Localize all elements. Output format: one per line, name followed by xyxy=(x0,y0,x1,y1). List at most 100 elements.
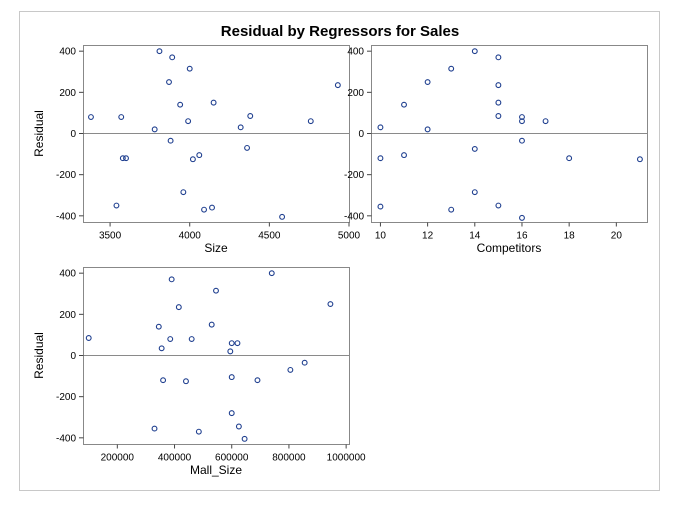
data-point xyxy=(123,155,129,162)
data-point xyxy=(471,48,478,55)
data-point xyxy=(327,301,334,307)
data-point xyxy=(195,428,202,435)
y-tick-label: 200 xyxy=(59,310,76,321)
x-tick-label: 800000 xyxy=(272,453,306,464)
data-point xyxy=(168,276,175,283)
x-tick-label: 10 xyxy=(375,231,387,242)
x-axis-label: Mall_Size xyxy=(190,463,242,477)
data-point xyxy=(186,65,193,72)
y-tick-label: -200 xyxy=(56,170,76,181)
chart-title: Residual by Regressors for Sales xyxy=(221,23,459,40)
data-point xyxy=(519,214,525,221)
data-point xyxy=(495,82,502,89)
y-tick-label: 0 xyxy=(70,129,76,140)
data-point xyxy=(268,270,275,277)
x-tick-label: 4000 xyxy=(179,231,202,242)
data-point xyxy=(169,54,176,61)
data-point xyxy=(175,304,182,311)
x-axis-label: Size xyxy=(204,241,228,255)
x-tick-label: 18 xyxy=(564,231,576,242)
x-tick-label: 12 xyxy=(422,231,434,242)
data-point xyxy=(448,206,455,213)
data-point xyxy=(254,377,261,384)
data-point xyxy=(241,435,248,442)
data-point xyxy=(119,155,126,162)
data-point xyxy=(401,101,407,108)
data-point xyxy=(180,189,187,196)
data-point xyxy=(85,335,92,341)
x-tick-label: 1000000 xyxy=(327,453,366,464)
data-point xyxy=(471,145,478,152)
data-point xyxy=(495,202,502,209)
data-point xyxy=(495,113,502,119)
data-point xyxy=(167,336,174,342)
y-axis-label: Residual xyxy=(32,332,46,379)
data-point xyxy=(196,152,203,159)
data-point xyxy=(151,425,158,432)
data-point xyxy=(279,213,286,220)
data-point xyxy=(158,345,165,352)
data-point xyxy=(209,204,215,211)
x-tick-label: 20 xyxy=(611,231,623,242)
data-point xyxy=(287,366,294,373)
data-point xyxy=(377,155,384,162)
figure-frame xyxy=(19,11,660,491)
data-point xyxy=(113,202,120,209)
data-point xyxy=(566,155,573,162)
data-point xyxy=(244,144,251,151)
data-point xyxy=(448,65,455,72)
data-point xyxy=(228,410,235,417)
data-point xyxy=(189,156,196,163)
x-tick-label: 400000 xyxy=(158,453,192,464)
data-point xyxy=(151,126,158,133)
data-point xyxy=(213,287,219,294)
data-point xyxy=(377,124,384,131)
data-point xyxy=(227,348,234,355)
data-point xyxy=(167,137,174,144)
data-point xyxy=(228,340,235,347)
data-point xyxy=(495,99,502,106)
data-point xyxy=(424,126,431,133)
data-point xyxy=(156,48,163,55)
panel-3: -400 -200 0 200 400 200000 400000 600000 800000 1… xyxy=(32,267,366,477)
data-point xyxy=(234,340,241,347)
data-point xyxy=(235,423,242,430)
y-tick-label: 200 xyxy=(347,88,364,99)
data-point xyxy=(401,152,407,159)
y-tick-label: -400 xyxy=(344,211,364,222)
x-tick-label: 14 xyxy=(469,231,481,242)
data-point xyxy=(237,124,244,131)
data-point xyxy=(495,54,502,61)
data-point xyxy=(210,99,217,106)
y-tick-label: 0 xyxy=(358,129,364,140)
data-point xyxy=(307,118,314,125)
y-axis-label: Residual xyxy=(32,110,46,157)
data-point xyxy=(183,378,189,385)
y-tick-label: 0 xyxy=(70,351,76,362)
data-point xyxy=(155,323,162,330)
data-point xyxy=(201,206,208,213)
x-tick-label: 5000 xyxy=(338,231,361,242)
data-point xyxy=(247,113,254,119)
panel-2: -400 -200 0 200 400 10 12 14 16 18 20 Competitors xyxy=(344,45,648,255)
y-tick-label: 200 xyxy=(59,88,76,99)
data-point xyxy=(177,101,184,108)
x-tick-label: 600000 xyxy=(215,453,249,464)
y-tick-label: -400 xyxy=(56,433,76,444)
x-tick-label: 3500 xyxy=(99,231,122,242)
data-point xyxy=(88,114,94,120)
data-point xyxy=(301,359,308,366)
y-tick-label: -200 xyxy=(56,392,76,403)
y-tick-label: 400 xyxy=(59,269,76,280)
data-point xyxy=(228,374,235,381)
y-tick-label: 400 xyxy=(59,47,76,58)
y-tick-label: -400 xyxy=(56,211,76,222)
x-tick-label: 200000 xyxy=(101,453,135,464)
y-tick-label: -200 xyxy=(344,170,364,181)
data-point xyxy=(519,137,525,144)
data-point xyxy=(118,114,125,120)
data-point xyxy=(542,118,549,125)
data-point xyxy=(519,118,525,125)
